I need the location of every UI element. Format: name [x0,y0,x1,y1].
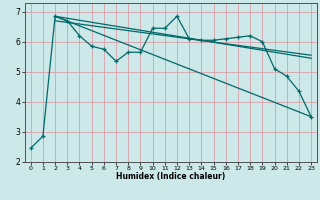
X-axis label: Humidex (Indice chaleur): Humidex (Indice chaleur) [116,172,226,181]
